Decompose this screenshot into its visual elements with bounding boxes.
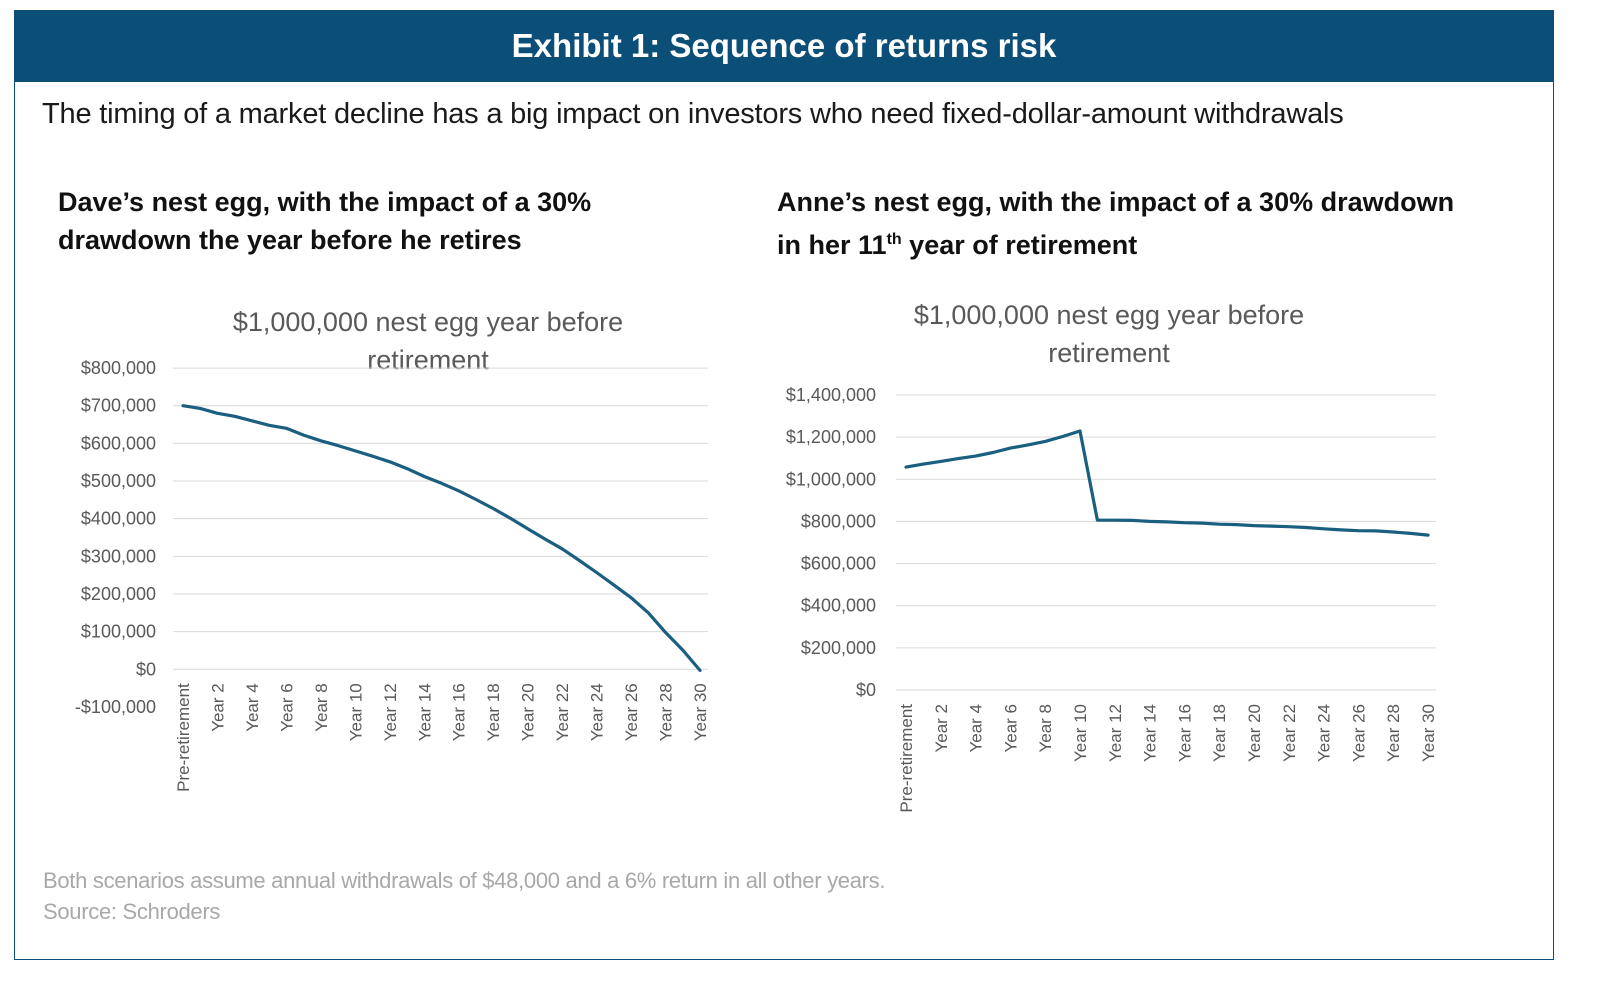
y-tick-label: $0: [856, 680, 876, 700]
x-tick-label: Year 16: [450, 683, 469, 741]
chart-title: $1,000,000 nest egg year before: [914, 300, 1304, 330]
x-tick-label: Year 30: [1419, 704, 1438, 762]
exhibit-subtitle: The timing of a market decline has a big…: [42, 98, 1344, 130]
x-tick-label: Year 22: [553, 683, 572, 741]
anne-heading-line2: in her 11th year of retirement: [777, 221, 1454, 264]
x-tick-label: Year 4: [967, 704, 986, 753]
y-tick-label: $1,000,000: [786, 469, 876, 489]
x-tick-label: Year 10: [1071, 704, 1090, 762]
anne-line-chart: $1,000,000 nest egg year before retiremen…: [786, 300, 1438, 813]
y-tick-label: -$100,000: [75, 697, 156, 717]
dave-heading-line2: drawdown the year before he retires: [58, 225, 522, 255]
x-tick-label: Pre-retirement: [897, 704, 916, 813]
x-tick-label: Year 8: [1036, 704, 1055, 753]
x-tick-label: Year 18: [1210, 704, 1229, 762]
y-tick-label: $0: [136, 659, 156, 679]
x-tick-label: Year 12: [1106, 704, 1125, 762]
x-tick-label: Year 24: [588, 683, 607, 741]
dave-heading-line1: Dave’s nest egg, with the impact of a 30…: [58, 187, 592, 217]
chart-title: retirement: [367, 345, 489, 375]
dave-line-chart: $1,000,000 nest egg year before retiremen…: [75, 307, 710, 792]
exhibit-title: Exhibit 1: Sequence of returns risk: [511, 27, 1057, 64]
y-tick-label: $400,000: [81, 509, 156, 529]
x-tick-label: Year 8: [312, 683, 331, 732]
x-tick-label: Year 2: [208, 683, 227, 732]
y-tick-label: $800,000: [801, 511, 876, 531]
x-tick-label: Year 18: [484, 683, 503, 741]
y-tick-label: $1,400,000: [786, 385, 876, 405]
y-tick-label: $600,000: [801, 554, 876, 574]
x-tick-label: Year 12: [381, 683, 400, 741]
exhibit-title-banner: Exhibit 1: Sequence of returns risk: [14, 10, 1554, 82]
x-tick-label: Year 28: [1384, 704, 1403, 762]
y-tick-label: $200,000: [801, 638, 876, 658]
x-tick-label: Year 2: [932, 704, 951, 753]
x-tick-label: Year 28: [657, 683, 676, 741]
x-tick-label: Year 22: [1280, 704, 1299, 762]
anne-heading-text: in her 11: [777, 230, 887, 260]
x-tick-label: Year 14: [415, 683, 434, 741]
x-tick-label: Year 24: [1315, 704, 1334, 762]
x-tick-label: Year 20: [1245, 704, 1264, 762]
y-tick-label: $700,000: [81, 396, 156, 416]
chart-title: retirement: [1048, 338, 1170, 368]
x-tick-label: Year 26: [1349, 704, 1368, 762]
series-line: [904, 429, 1430, 537]
x-tick-label: Year 16: [1175, 704, 1194, 762]
ordinal-suffix: th: [886, 231, 902, 248]
chart-title: $1,000,000 nest egg year before: [233, 307, 623, 337]
y-tick-label: $200,000: [81, 584, 156, 604]
x-tick-label: Year 30: [691, 683, 710, 741]
dave-chart-heading: Dave’s nest egg, with the impact of a 30…: [58, 183, 591, 259]
y-tick-label: $100,000: [81, 622, 156, 642]
anne-chart-heading: Anne’s nest egg, with the impact of a 30…: [777, 183, 1454, 264]
x-tick-label: Year 6: [1001, 704, 1020, 753]
x-tick-label: Year 26: [622, 683, 641, 741]
footnote-assumptions: Both scenarios assume annual withdrawals…: [43, 868, 886, 893]
y-tick-label: $1,200,000: [786, 427, 876, 447]
anne-heading-text-rest: year of retirement: [901, 230, 1138, 260]
x-tick-label: Pre-retirement: [174, 683, 193, 792]
y-tick-label: $800,000: [81, 358, 156, 378]
x-tick-label: Year 6: [277, 683, 296, 732]
y-tick-label: $400,000: [801, 596, 876, 616]
y-tick-label: $300,000: [81, 546, 156, 566]
anne-heading-line1: Anne’s nest egg, with the impact of a 30…: [777, 187, 1455, 217]
footnote-source: Source: Schroders: [43, 899, 221, 924]
x-tick-label: Year 20: [519, 683, 538, 741]
x-tick-label: Year 14: [1141, 704, 1160, 762]
x-tick-label: Year 10: [346, 683, 365, 741]
y-tick-label: $500,000: [81, 471, 156, 491]
series-line: [181, 404, 702, 672]
y-tick-label: $600,000: [81, 433, 156, 453]
x-tick-label: Year 4: [243, 683, 262, 732]
